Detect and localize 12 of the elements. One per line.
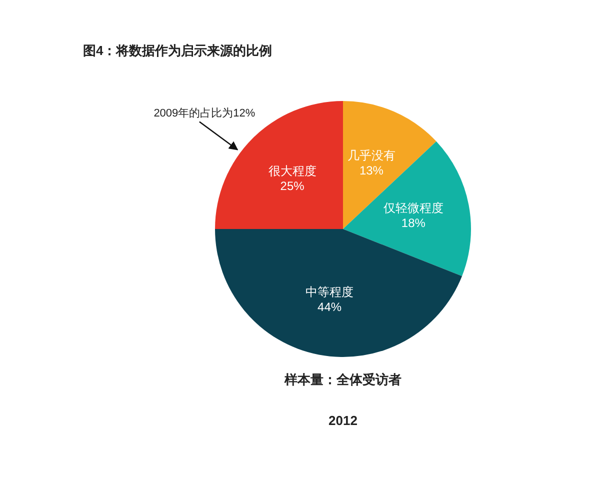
data-label: 13%	[359, 164, 384, 178]
slice-label: 几乎没有	[347, 148, 396, 163]
slice-label: 很大程度	[268, 164, 316, 178]
slice-label: 中等程度	[306, 284, 354, 299]
slice-label: 仅轻微程度	[383, 201, 444, 216]
text: 样本量：全体受访者	[284, 372, 402, 387]
data-label: 18%	[401, 216, 426, 230]
text: 2009年的占比为12%	[154, 108, 256, 120]
data-label: 25%	[280, 178, 305, 193]
chart-title: 图4：将数据作为启示来源的比例	[83, 43, 272, 58]
data-label: 44%	[318, 300, 342, 314]
text: 2012	[328, 413, 358, 428]
